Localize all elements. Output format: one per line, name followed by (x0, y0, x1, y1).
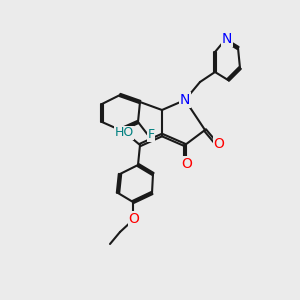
Text: N: N (180, 93, 190, 107)
Text: N: N (222, 32, 232, 46)
Text: O: O (129, 212, 140, 226)
Text: F: F (147, 128, 155, 142)
Text: HO: HO (114, 127, 134, 140)
Text: O: O (182, 157, 192, 171)
Text: O: O (214, 137, 224, 151)
